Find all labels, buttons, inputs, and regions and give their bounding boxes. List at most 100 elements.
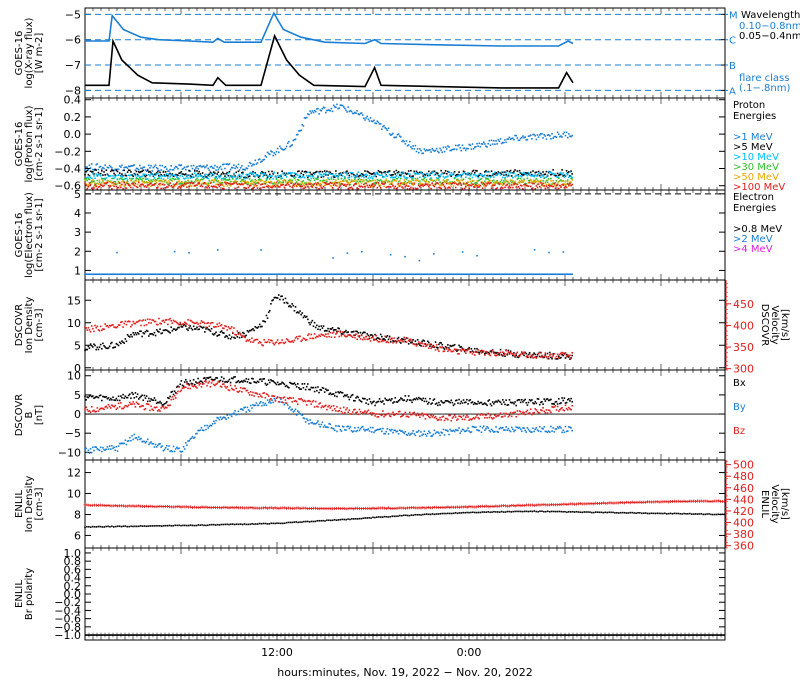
data-point xyxy=(518,176,520,178)
data-point xyxy=(295,179,297,181)
data-point xyxy=(127,334,129,336)
data-point xyxy=(92,171,94,173)
data-point xyxy=(278,294,280,296)
data-point xyxy=(104,178,106,180)
data-point xyxy=(170,326,172,328)
data-point xyxy=(369,336,371,338)
data-point xyxy=(121,397,123,399)
data-point xyxy=(512,177,514,179)
data-point xyxy=(99,174,101,176)
data-point xyxy=(300,314,302,316)
data-point xyxy=(335,179,337,181)
data-point xyxy=(462,179,464,181)
data-point xyxy=(307,177,309,179)
data-point xyxy=(346,170,348,172)
data-point xyxy=(99,180,101,182)
data-point xyxy=(127,183,129,185)
data-point xyxy=(402,171,404,173)
data-point xyxy=(256,185,258,187)
data-point xyxy=(417,178,419,180)
data-point xyxy=(428,182,430,184)
data-point xyxy=(556,356,558,358)
data-point xyxy=(465,176,467,178)
data-point xyxy=(217,169,219,171)
data-point xyxy=(305,182,307,184)
data-point xyxy=(251,165,253,167)
data-point xyxy=(381,336,383,338)
data-point xyxy=(424,148,426,150)
data-point xyxy=(371,180,373,182)
data-point xyxy=(415,344,417,346)
data-point xyxy=(337,330,339,332)
data-point xyxy=(434,186,436,188)
data-point xyxy=(121,164,123,166)
data-point xyxy=(230,169,232,171)
data-point xyxy=(503,174,505,176)
data-point xyxy=(309,176,311,178)
data-point xyxy=(313,112,315,114)
data-point xyxy=(284,179,286,181)
data-point xyxy=(322,171,324,173)
data-point xyxy=(553,353,555,355)
data-point xyxy=(98,172,100,174)
data-point xyxy=(118,174,120,176)
data-point xyxy=(216,166,218,168)
data-point xyxy=(499,172,501,174)
data-point xyxy=(343,106,345,108)
data-point xyxy=(200,322,202,324)
right-y-tick-label: 450 xyxy=(733,298,754,311)
data-point xyxy=(485,185,487,187)
data-point xyxy=(496,174,498,176)
data-point xyxy=(97,180,99,182)
series-density xyxy=(84,294,573,360)
data-point xyxy=(542,137,544,139)
data-point xyxy=(345,330,347,332)
data-point xyxy=(88,186,90,188)
data-point xyxy=(94,184,96,186)
data-point xyxy=(122,180,124,182)
data-point xyxy=(444,172,446,174)
data-point xyxy=(105,396,107,398)
data-point xyxy=(183,323,185,325)
data-point xyxy=(225,326,227,328)
data-point xyxy=(179,175,181,177)
data-point xyxy=(244,182,246,184)
data-point xyxy=(164,322,166,324)
data-point xyxy=(331,183,333,185)
data-point xyxy=(502,184,504,186)
data-point xyxy=(338,336,340,338)
data-point xyxy=(536,357,538,359)
data-point xyxy=(332,187,334,189)
data-point xyxy=(436,344,438,346)
data-point xyxy=(203,165,205,167)
data-point xyxy=(306,117,308,119)
data-point xyxy=(397,178,399,180)
data-point xyxy=(407,188,409,190)
data-point xyxy=(411,340,413,342)
data-point xyxy=(97,325,99,327)
data-point xyxy=(286,176,288,178)
data-point xyxy=(309,180,311,182)
data-point xyxy=(129,170,131,172)
data-point xyxy=(565,135,567,137)
data-point xyxy=(349,184,351,186)
data-point xyxy=(387,335,389,337)
data-point xyxy=(514,355,516,357)
data-point xyxy=(501,355,503,357)
data-point xyxy=(560,186,562,188)
data-point xyxy=(399,172,401,174)
data-point xyxy=(160,169,162,171)
data-point xyxy=(305,172,307,174)
data-point xyxy=(447,350,449,352)
data-point xyxy=(90,394,92,396)
data-point xyxy=(417,339,419,341)
data-point xyxy=(356,339,358,341)
data-point xyxy=(372,177,374,179)
data-point xyxy=(394,340,396,342)
data-point xyxy=(167,324,169,326)
data-point xyxy=(505,180,507,182)
data-point xyxy=(260,249,262,251)
data-point xyxy=(365,336,367,338)
data-point xyxy=(547,174,549,176)
data-point xyxy=(308,333,310,335)
